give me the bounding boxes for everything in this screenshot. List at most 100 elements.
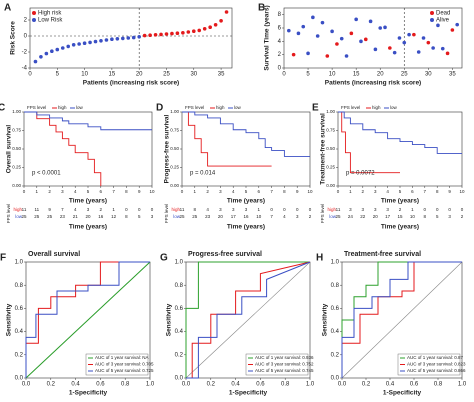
point [213, 23, 218, 27]
risk-row-name: low [15, 214, 23, 219]
point [208, 25, 212, 30]
point [50, 49, 54, 53]
p-value: p = 0.0072 [346, 170, 375, 176]
diagonal [341, 261, 463, 379]
point [153, 33, 158, 37]
x-tick-label: 30 [190, 72, 197, 78]
point [164, 32, 169, 36]
y-tick-label: 0.50 [12, 146, 21, 151]
y-axis-label: Sensitivity [322, 303, 329, 336]
point [450, 28, 455, 32]
roc-curve [25, 261, 151, 379]
risk-count: 2 [309, 214, 312, 219]
x-tick-label: 0 [181, 189, 184, 194]
risk-count: 5 [138, 214, 141, 219]
y-tick-label: 0 [24, 34, 28, 40]
x-tick-label: 0.2 [207, 382, 216, 388]
risk-count: 0 [436, 207, 439, 212]
point [82, 41, 87, 45]
y-tick-label: 0.8 [175, 283, 184, 289]
x-tick-label: 0.4 [71, 382, 80, 388]
y-tick-label: 0.2 [15, 352, 24, 358]
x-tick-label: 1.0 [458, 382, 467, 388]
risk-count: 8 [194, 207, 197, 212]
x-axis-label: 1-Specificity [69, 390, 108, 397]
y-tick-label: 2 [24, 18, 28, 24]
point [431, 46, 435, 50]
x-tick-label: 8 [436, 189, 439, 194]
x-tick-label: 15 [109, 72, 116, 78]
x-tick-label: 9 [296, 189, 299, 194]
x-tick-label: 4 [386, 189, 389, 194]
y-tick-label: 0.4 [15, 329, 24, 335]
y-tick-label: 0.25 [12, 165, 21, 170]
point [181, 31, 185, 35]
x-tick-label: 0.8 [281, 382, 290, 388]
x-tick-label: 6 [100, 189, 103, 194]
x-tick-label: 4 [74, 189, 77, 194]
legend-label: AUC of 3 year survival: 0.752 [255, 362, 314, 367]
risk-count: 4 [74, 207, 77, 212]
risk-count: 20 [85, 214, 91, 219]
y-axis-label: Overall survival [6, 125, 13, 174]
point [354, 17, 358, 22]
risk-count: 2 [461, 214, 464, 219]
x-tick-label: 25 [163, 72, 170, 78]
risk-table-title: FPS level [320, 204, 325, 223]
y-tick-label: 0.6 [175, 306, 184, 312]
point [315, 34, 320, 38]
x-axis-label: Patients (increasing risk score) [325, 80, 421, 87]
point [93, 39, 98, 44]
risk-count: 0 [283, 207, 286, 212]
risk-count: 5 [436, 214, 439, 219]
y-tick-label: 0.50 [170, 146, 179, 151]
risk-count: 25 [47, 214, 53, 219]
panel-label: E [312, 103, 319, 114]
y-axis-label: Survival Time (years) [264, 5, 271, 70]
y-tick-label: 1.0 [175, 260, 184, 266]
x-tick-label: 8 [283, 189, 286, 194]
p-value: p < 0.0001 [32, 170, 61, 176]
risk-count: 1 [112, 207, 115, 212]
risk-row-name: low [173, 214, 181, 219]
y-tick-label: -2 [22, 50, 28, 56]
panel-label: A [4, 3, 11, 14]
y-axis-label: Risk Score [10, 21, 17, 55]
legend-label: low [390, 105, 398, 110]
x-tick-label: 3 [219, 189, 222, 194]
point [148, 33, 152, 37]
y-tick-label: 0.25 [170, 165, 179, 170]
point [296, 31, 301, 36]
x-tick-label: 5 [245, 189, 248, 194]
y-tick-label: 8 [278, 12, 282, 18]
y-tick-label: 0.0 [331, 376, 340, 382]
p-value: p = 0.014 [190, 170, 216, 176]
point [344, 54, 349, 58]
risk-row-name: high [327, 207, 336, 212]
x-tick-label: 5 [56, 72, 60, 78]
x-tick-label: 0.4 [231, 382, 240, 388]
risk-count: 1 [258, 207, 261, 212]
risk-count: 0 [138, 207, 141, 212]
risk-count: 4 [206, 207, 209, 212]
x-tick-label: 0.4 [386, 382, 395, 388]
risk-count: 9 [48, 207, 51, 212]
y-tick-label: 1.0 [331, 260, 340, 266]
x-tick-label: 8 [125, 189, 128, 194]
risk-count: 11 [180, 207, 185, 212]
y-tick-label: 0.2 [175, 352, 184, 358]
x-tick-label: 10 [459, 189, 465, 194]
y-tick-label: 0.00 [12, 183, 21, 188]
x-tick-label: 5 [87, 189, 90, 194]
risk-row-name: high [13, 207, 22, 212]
risk-count: 25 [179, 214, 185, 219]
survival-curve [24, 111, 152, 131]
y-tick-label: 0.50 [326, 146, 335, 151]
y-tick-label: 1.00 [170, 109, 179, 114]
risk-count: 0 [125, 207, 128, 212]
legend-title: FPS level [27, 105, 46, 110]
risk-count: 21 [73, 214, 79, 219]
x-tick-label: 10 [149, 189, 155, 194]
risk-count: 0 [296, 207, 299, 212]
x-tick-label: 7 [112, 189, 115, 194]
